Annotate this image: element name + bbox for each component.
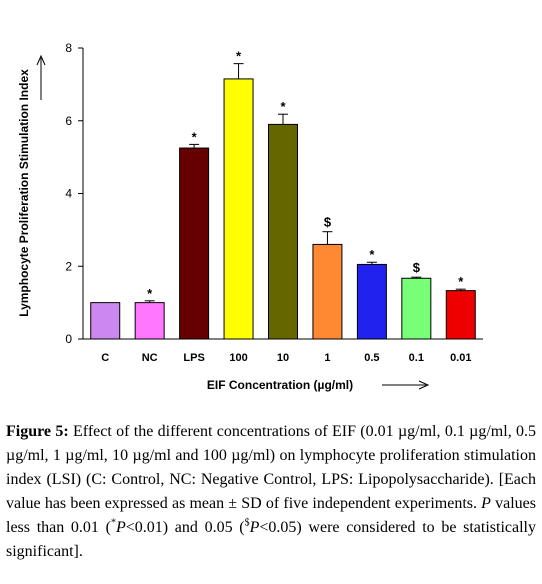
significance-asterisk: * xyxy=(192,129,198,144)
y-tick-label: 4 xyxy=(65,187,72,201)
y-tick-label: 2 xyxy=(65,259,72,273)
caption-p-3: P xyxy=(249,519,260,536)
y-tick-label: 6 xyxy=(65,114,72,128)
significance-asterisk: * xyxy=(458,274,464,289)
x-axis-label: EIF Concentration (µg/ml) xyxy=(207,378,353,392)
y-tick-label: 0 xyxy=(65,332,72,346)
significance-asterisk: * xyxy=(369,247,375,262)
significance-dollar: $ xyxy=(324,215,332,230)
caption-sup-dollar: $ xyxy=(244,517,250,529)
x-tick-label: LPS xyxy=(183,352,204,364)
y-tick-label: 8 xyxy=(65,41,72,55)
significance-dollar: $ xyxy=(413,260,421,275)
y-axis-label: Lymphocyte Proliferation Stimulation Ind… xyxy=(17,69,31,317)
caption-p-1: P xyxy=(481,495,491,512)
x-tick-label: C xyxy=(101,352,109,364)
bar xyxy=(90,302,121,340)
caption-text-1: Effect of the different concentrations o… xyxy=(6,423,537,512)
figure-caption: Figure 5: Effect of the different concen… xyxy=(6,420,536,564)
x-tick-label: 100 xyxy=(229,352,247,364)
bar xyxy=(179,147,210,340)
bar xyxy=(356,263,387,340)
caption-text-2: values less than 0.01 ( xyxy=(6,495,537,536)
bar xyxy=(312,243,343,340)
bar xyxy=(134,302,165,340)
x-tick-label: 0.5 xyxy=(364,352,379,364)
x-tick-label: 0.1 xyxy=(409,352,424,364)
bar xyxy=(445,290,476,340)
x-tick-label: NC xyxy=(142,352,158,364)
significance-asterisk: * xyxy=(236,49,242,64)
caption-p-2: P xyxy=(115,519,126,536)
caption-text-4: <0.05) were considered to be statistical… xyxy=(6,519,536,560)
plot-layer: 0 2 4 6 8 C * NC * LPS * 100 * 10 $1 * 0.5 $0.1 * 0.01 xyxy=(65,41,483,364)
x-tick-label: 1 xyxy=(324,352,330,364)
caption-sup-asterisk: * xyxy=(110,517,116,529)
y-axis-arrow xyxy=(36,54,46,100)
x-tick-label: 0.01 xyxy=(450,352,471,364)
significance-asterisk: * xyxy=(280,99,286,114)
bar xyxy=(223,78,254,340)
x-axis-arrow xyxy=(382,380,430,390)
figure-label: Figure 5: xyxy=(6,423,69,440)
chart-container: 0 2 4 6 8 C * NC * LPS * 100 * 10 $1 * 0.5 $0.1 * 0.01 Lymp… xyxy=(17,41,483,392)
x-tick-label: 10 xyxy=(277,352,289,364)
bar xyxy=(401,277,432,340)
significance-asterisk: * xyxy=(147,286,153,301)
caption-text-3: <0.01) and 0.05 ( xyxy=(125,519,245,536)
bar-chart: 0 2 4 6 8 C * NC * LPS * 100 * 10 $1 * 0.5 $0.1 * 0.01 Lymp… xyxy=(17,41,483,392)
bar xyxy=(268,123,298,340)
